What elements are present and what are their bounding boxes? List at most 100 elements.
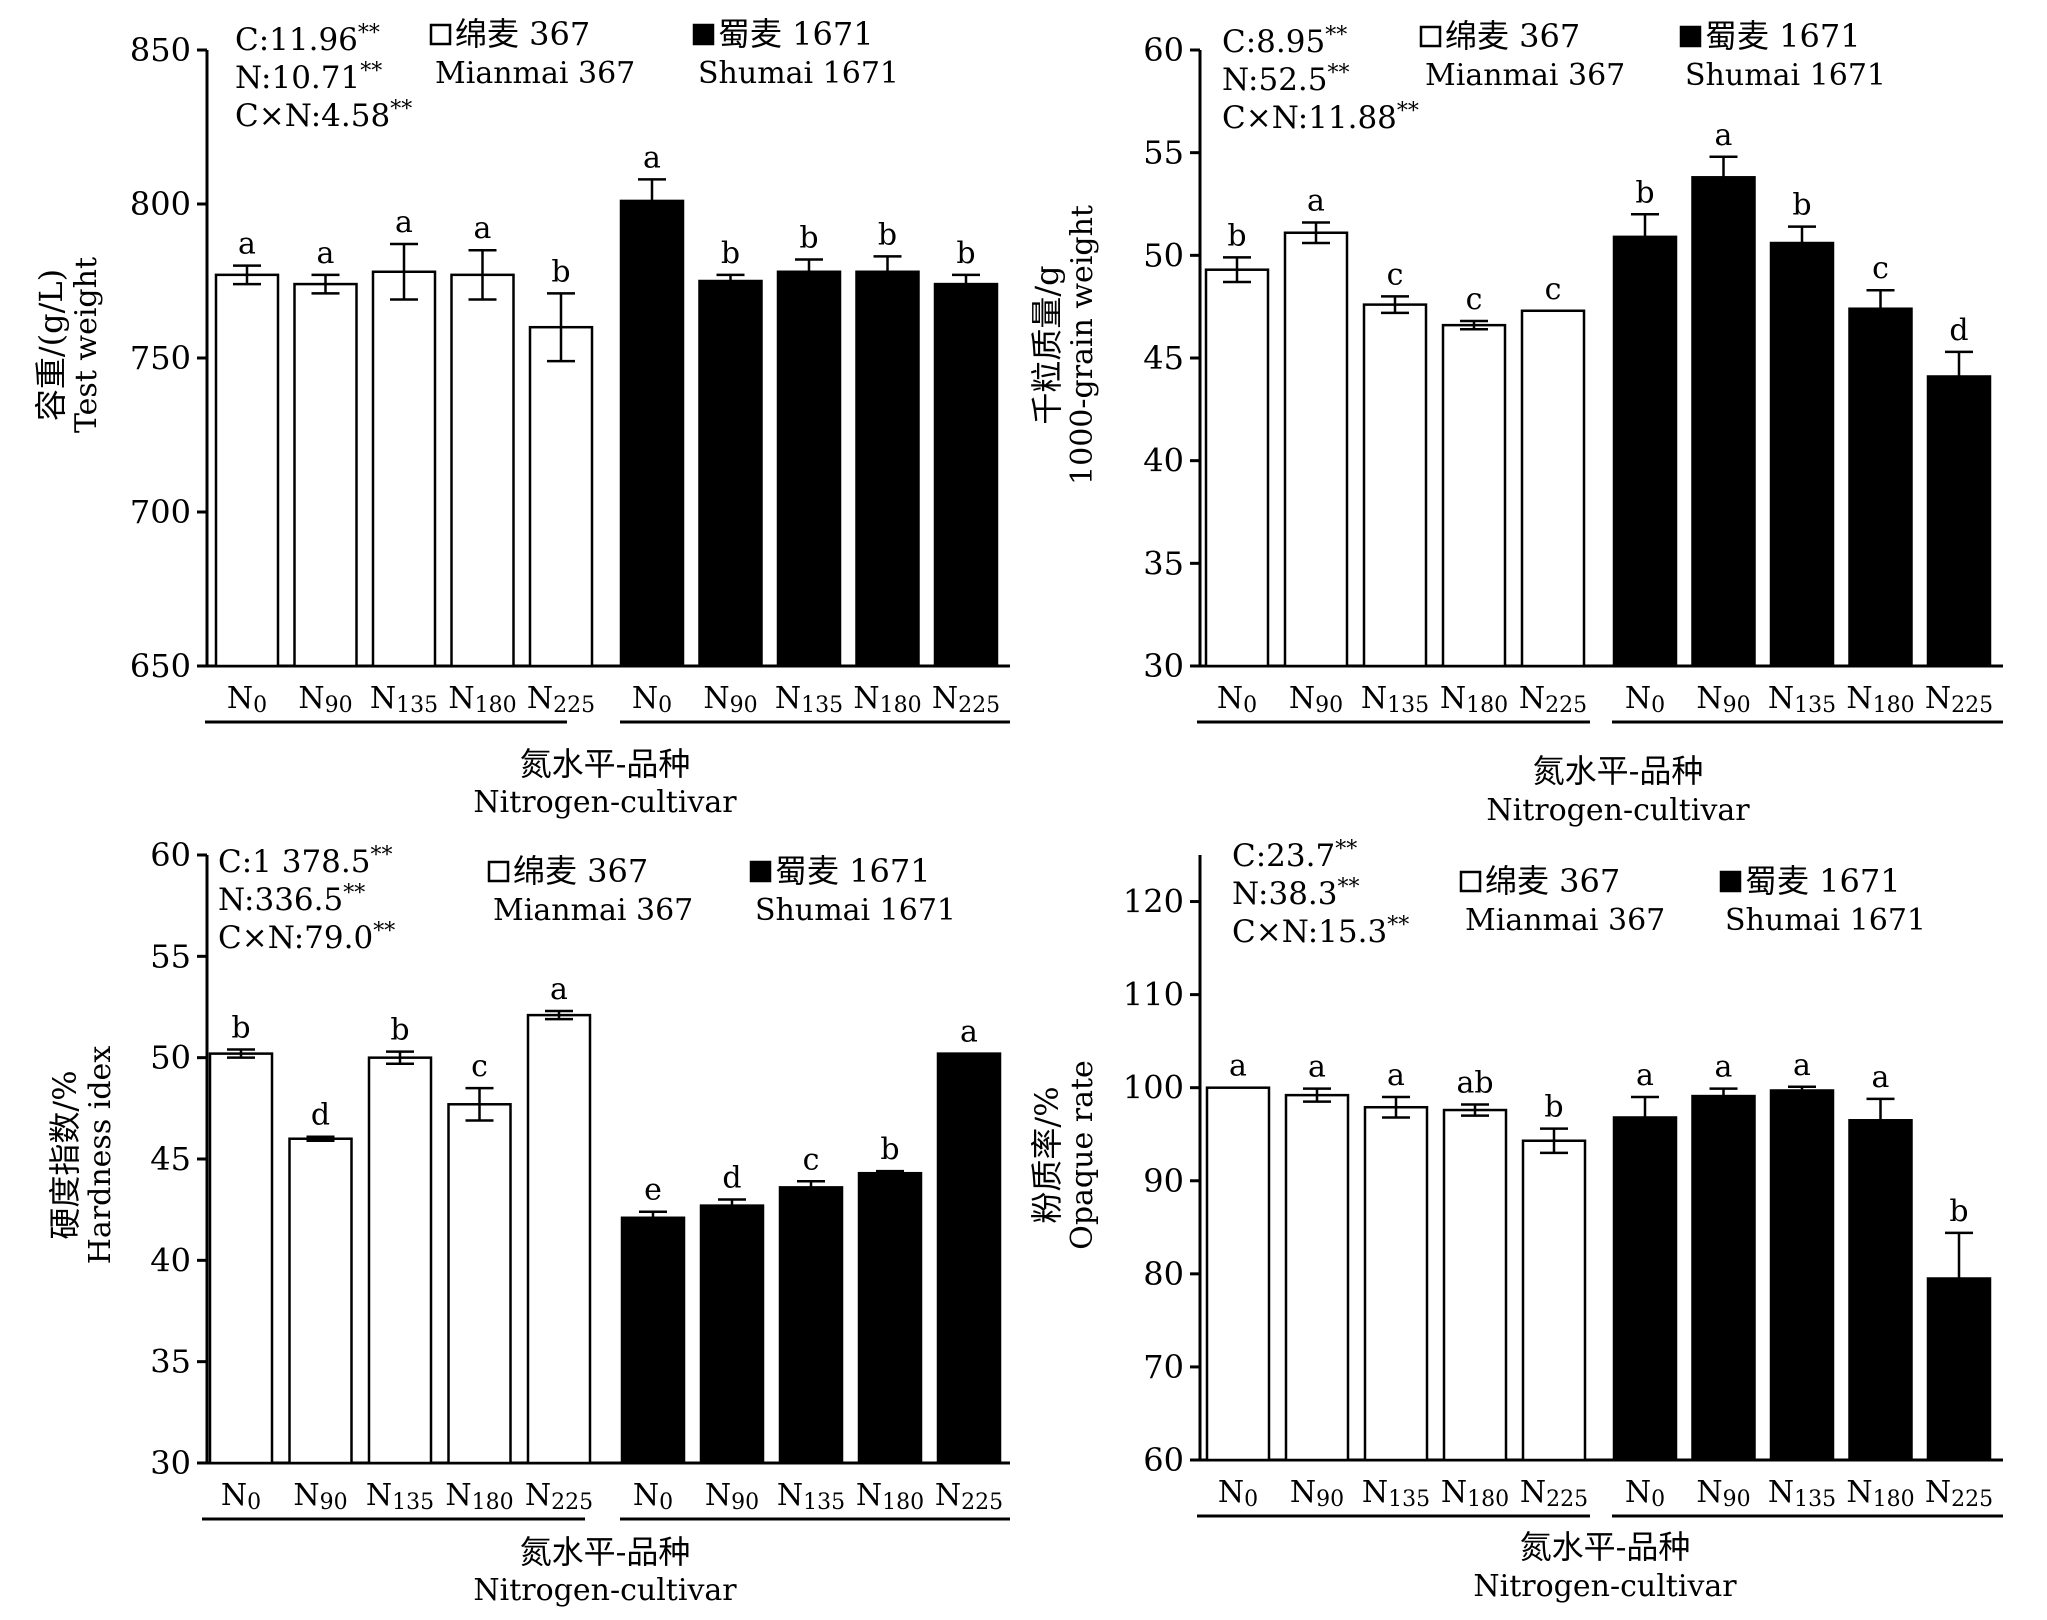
- category-label: N225: [932, 681, 1000, 718]
- legend-swatch: [487, 860, 510, 883]
- category-label: N180: [1440, 681, 1508, 718]
- category-label: N225: [1520, 1475, 1588, 1512]
- significance-letter: a: [643, 140, 661, 175]
- bar-mianmai-n180: [1441, 323, 1507, 668]
- stat-annotation: C:8.95**: [1222, 23, 1347, 60]
- y-tick-label: 35: [1143, 544, 1184, 582]
- legend-label-en: Mianmai 367: [493, 893, 693, 928]
- category-label: N0: [633, 1478, 673, 1515]
- category-label: N90: [293, 1478, 347, 1515]
- x-axis-label-cn: 氮水平-品种: [520, 745, 691, 783]
- bar-mianmai-n225: [1521, 1139, 1587, 1462]
- bar-mianmai-n90: [1283, 231, 1349, 668]
- legend-label-cn: 蜀麦 1671: [775, 852, 931, 890]
- chart-panel-1: 650 700 750 800 850 容重/(g/L) Test weight a N0 a N9…: [32, 15, 1010, 820]
- significance-letter: a: [395, 205, 413, 240]
- error-bar: [386, 1050, 414, 1065]
- legend-swatch: [1459, 870, 1482, 893]
- error-bar: [1382, 1095, 1410, 1119]
- error-bar: [1709, 155, 1738, 178]
- bar-mianmai-n135: [1362, 303, 1428, 668]
- y-axis-label: 容重/(g/L) Test weight: [32, 257, 104, 433]
- bar-shumai-n135: [1769, 1089, 1835, 1462]
- significance-letter: a: [550, 972, 568, 1007]
- significance-letter: a: [317, 236, 335, 271]
- y-tick-label: 40: [1143, 442, 1184, 480]
- bar-shumai-n0: [619, 199, 685, 668]
- y-tick-label: 60: [150, 836, 191, 874]
- bar-shumai-n0: [1612, 235, 1678, 668]
- y-tick-label: 50: [150, 1039, 191, 1077]
- legend-label-en: Shumai 1671: [755, 893, 956, 928]
- legend-swatch: [692, 23, 715, 46]
- bar-shumai-n90: [699, 1204, 765, 1465]
- significance-letter: c: [1466, 282, 1483, 317]
- legend-swatch: [1719, 870, 1742, 893]
- x-axis-label-en: Nitrogen-cultivar: [473, 785, 737, 820]
- error-bar: [547, 292, 575, 363]
- category-label: N135: [1768, 681, 1836, 718]
- bar-mianmai-n90: [1284, 1093, 1350, 1462]
- legend-label-en: Shumai 1671: [698, 56, 899, 91]
- significance-letter: ab: [1456, 1065, 1493, 1100]
- x-axis-label-cn: 氮水平-品种: [1520, 1528, 1691, 1566]
- legend-label-cn: 绵麦 367: [513, 852, 648, 890]
- stat-annotation: C×N:79.0**: [218, 919, 395, 956]
- category-label: N0: [227, 681, 267, 718]
- significance-letter: d: [311, 1098, 330, 1133]
- bar-mianmai-n225: [526, 1013, 592, 1465]
- x-axis-label-cn: 氮水平-品种: [1533, 752, 1704, 790]
- bar-mianmai-n225: [528, 325, 594, 668]
- y-tick-label: 30: [150, 1444, 191, 1482]
- error-bar: [1631, 1095, 1659, 1118]
- error-bar: [311, 273, 340, 295]
- category-label: N180: [853, 681, 921, 718]
- category-label: N135: [1768, 1475, 1836, 1512]
- error-bar: [390, 242, 418, 301]
- category-label: N90: [1696, 1475, 1750, 1512]
- bar-shumai-n0: [1612, 1116, 1678, 1462]
- legend-swatch: [749, 860, 772, 883]
- y-axis-label-cn: 容重/(g/L): [32, 269, 70, 421]
- stat-annotation: C:11.96**: [235, 21, 380, 58]
- legend-label-cn: 绵麦 367: [1445, 17, 1580, 55]
- category-label: N135: [777, 1478, 845, 1515]
- significance-letter: b: [390, 1013, 409, 1048]
- category-label: N0: [1217, 681, 1257, 718]
- category-label: N225: [527, 681, 595, 718]
- y-tick-label: 60: [1143, 31, 1184, 69]
- bar-shumai-n90: [1691, 1094, 1756, 1462]
- category-label: N90: [1290, 1475, 1344, 1512]
- category-label: N0: [221, 1478, 261, 1515]
- y-tick-label: 40: [150, 1241, 191, 1279]
- significance-letter: a: [238, 227, 256, 262]
- y-tick-label: 80: [1143, 1255, 1184, 1293]
- y-tick-label: 60: [1143, 1441, 1184, 1479]
- category-label: N225: [1925, 681, 1993, 718]
- significance-letter: b: [1227, 218, 1246, 253]
- x-axis-label-en: Nitrogen-cultivar: [1473, 1569, 1737, 1604]
- legend-label-en: Shumai 1671: [1725, 903, 1926, 938]
- y-tick-label: 650: [130, 647, 191, 685]
- bar-shumai-n135: [776, 270, 842, 668]
- significance-letter: b: [880, 1132, 899, 1167]
- y-tick-label: 70: [1143, 1348, 1184, 1386]
- category-label: N0: [632, 681, 672, 718]
- bar-shumai-n0: [620, 1216, 686, 1465]
- significance-letter: b: [1544, 1090, 1563, 1125]
- error-bar: [718, 1198, 746, 1206]
- error-bar: [468, 248, 497, 301]
- x-axis-label-cn: 氮水平-品种: [520, 1533, 691, 1571]
- significance-letter: b: [721, 236, 740, 271]
- y-axis-label: 千粒质量/g 1000-grain weight: [1028, 205, 1100, 485]
- error-bar: [1540, 1127, 1568, 1155]
- y-tick-label: 45: [150, 1140, 191, 1178]
- legend-label-en: Mianmai 367: [435, 56, 635, 91]
- error-bar: [1788, 1085, 1816, 1091]
- bar-shumai-n180: [855, 270, 920, 668]
- legend-label-cn: 蜀麦 1671: [718, 15, 874, 53]
- bar-shumai-n225: [933, 282, 999, 668]
- legend-label-cn: 绵麦 367: [455, 15, 590, 53]
- legend-label-cn: 蜀麦 1671: [1745, 862, 1901, 900]
- y-tick-label: 30: [1143, 647, 1184, 685]
